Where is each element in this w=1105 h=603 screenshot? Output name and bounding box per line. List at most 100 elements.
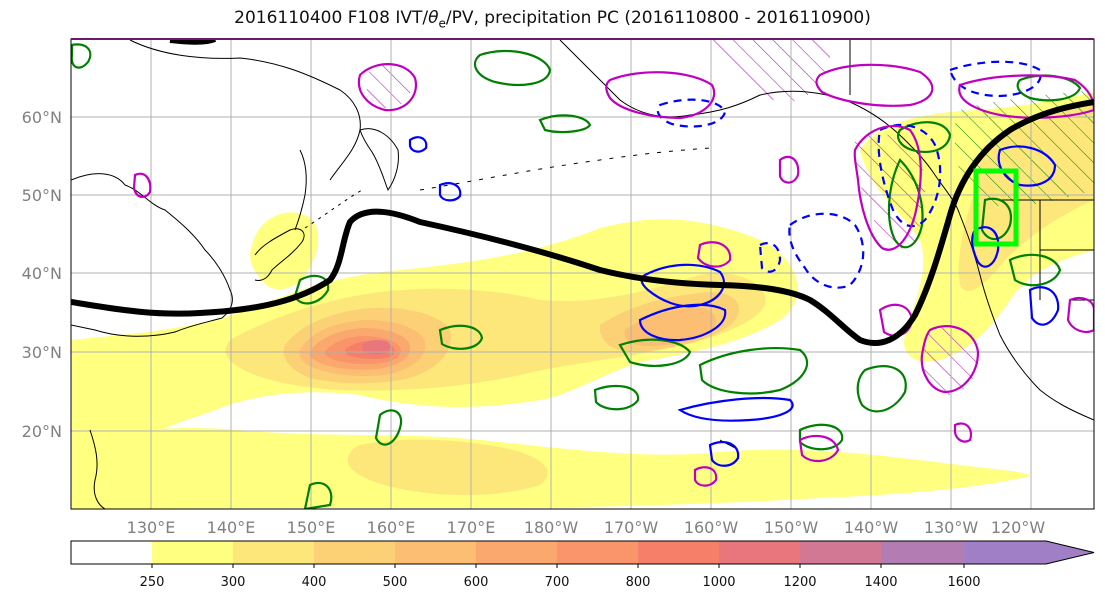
thetae-contour-11 (303, 481, 333, 509)
colorbar-box-3 (314, 541, 395, 564)
colorbar-box-5 (476, 541, 557, 564)
coast-asia-mainland (71, 173, 233, 337)
colorbar-outline (70, 540, 1095, 565)
lon-label-150w: 150°W (764, 518, 819, 537)
ivt-band-250-japan (250, 212, 319, 290)
colorbar-label-1000: 1000 (702, 575, 735, 590)
jet-axis-line (71, 99, 1094, 346)
hatch-region-4 (955, 90, 1094, 207)
pv-dashed-5 (758, 242, 782, 273)
magenta-contour-8 (920, 325, 980, 394)
coast-sakhalin (294, 149, 307, 231)
ivt-band-300-south (347, 439, 548, 496)
magenta-contour-10 (693, 466, 718, 487)
colorbar-labels: 250 300 400 500 600 700 800 1000 1200 14… (140, 575, 981, 590)
pv-dashed-1 (788, 212, 865, 289)
colorbar-label-1600: 1600 (947, 575, 980, 590)
pv-dashed-3 (877, 123, 942, 228)
colorbar-label-400: 400 (302, 575, 327, 590)
magenta-contour-3 (605, 71, 716, 120)
pv-contour-2 (638, 303, 727, 342)
precipitation-box (973, 168, 1019, 247)
map-area (71, 39, 1094, 509)
pv-contour-5 (971, 226, 1000, 268)
ivt-band-1000 (362, 340, 391, 355)
lon-label-120w: 120°W (991, 518, 1046, 537)
lon-label-150e: 150°E (287, 518, 336, 537)
coast-hawaii (719, 439, 736, 449)
pv-contours-dashed (656, 60, 1042, 289)
pv-contour-7 (1028, 286, 1060, 326)
magenta-contour-5 (778, 155, 800, 184)
thetae-contour-4 (293, 274, 330, 305)
colorbar-label-700: 700 (545, 575, 570, 590)
colorbar-label-1200: 1200 (783, 575, 816, 590)
hatch-region-2 (700, 40, 831, 102)
colorbar-box-10 (881, 541, 964, 564)
lon-label-160e: 160°E (367, 518, 416, 537)
colorbar-box-9 (800, 541, 881, 564)
hatch-region-1 (365, 64, 413, 109)
coastlines (71, 39, 1094, 509)
colorbar-label-500: 500 (383, 575, 408, 590)
colorbar-ticks (151, 564, 965, 568)
thetae-contour-9 (856, 365, 907, 413)
colorbar-label-800: 800 (626, 575, 651, 590)
map-title: 2016110400 F108 IVT/θe/PV, precipitation… (234, 8, 871, 31)
pv-dashed-4 (948, 60, 1042, 98)
latitude-labels: 60°N 50°N 40°N 30°N 20°N (22, 108, 62, 441)
colorbar-box-4 (395, 541, 476, 564)
colorbar: 250 300 400 500 600 700 800 1000 1200 14… (70, 540, 1095, 590)
thetae-contour-10 (374, 409, 403, 446)
thetae-contour-1 (71, 43, 92, 69)
lat-label-40n: 40°N (22, 264, 62, 283)
lon-label-130e: 130°E (127, 518, 176, 537)
colorbar-label-1400: 1400 (864, 575, 897, 590)
lon-label-140e: 140°E (207, 518, 256, 537)
thetae-contour-7 (698, 347, 809, 395)
thetae-contour-6 (618, 338, 692, 367)
coast-philippines (89, 429, 106, 509)
magenta-contour-11 (953, 422, 973, 443)
pv-contour-8 (708, 441, 740, 467)
lon-label-170w: 170°W (604, 518, 659, 537)
lon-label-180w: 180°W (524, 518, 579, 537)
thetae-contour-3 (538, 114, 592, 134)
colorbar-box-11 (964, 541, 1046, 564)
thetae-contour-14 (896, 121, 952, 153)
magenta-contour-4 (696, 241, 732, 268)
thetae-contour-16 (798, 423, 844, 451)
colorbar-box-1 (152, 541, 233, 564)
magenta-contour-9 (798, 434, 840, 463)
thetae-contour-12 (980, 197, 1013, 241)
thetae-contour-17 (887, 158, 924, 249)
lat-label-30n: 30°N (22, 343, 62, 362)
coast-alaska (559, 39, 936, 176)
colorbar-box-0 (71, 541, 152, 564)
lon-label-160w: 160°W (684, 518, 739, 537)
colorbar-boxes (71, 541, 1094, 564)
magenta-contour-1 (357, 63, 418, 112)
thetae-contour-5 (438, 324, 484, 350)
colorbar-box-7 (638, 541, 719, 564)
lon-label-140w: 140°W (844, 518, 899, 537)
theta-e-contours (71, 43, 1082, 509)
longitude-labels: 130°E 140°E 150°E 160°E 170°E 180°W 170°… (127, 518, 1046, 537)
lat-label-20n: 20°N (22, 422, 62, 441)
colorbar-label-250: 250 (140, 575, 165, 590)
coast-siberia (129, 39, 361, 181)
thetae-contour-2 (473, 49, 552, 86)
magenta-contour-6 (853, 125, 922, 251)
thetae-contour-13 (1008, 253, 1062, 287)
lat-label-60n: 60°N (22, 108, 62, 127)
magenta-contour-12 (815, 63, 934, 107)
coast-na-west (934, 174, 1094, 421)
coast-japan (254, 228, 305, 281)
pv-dashed-2 (656, 98, 727, 128)
colorbar-box-8 (719, 541, 800, 564)
colorbar-box-6 (557, 541, 638, 564)
magenta-contour-2 (132, 172, 152, 198)
colorbar-box-2 (233, 541, 314, 564)
thetae-contour-8 (593, 384, 640, 411)
